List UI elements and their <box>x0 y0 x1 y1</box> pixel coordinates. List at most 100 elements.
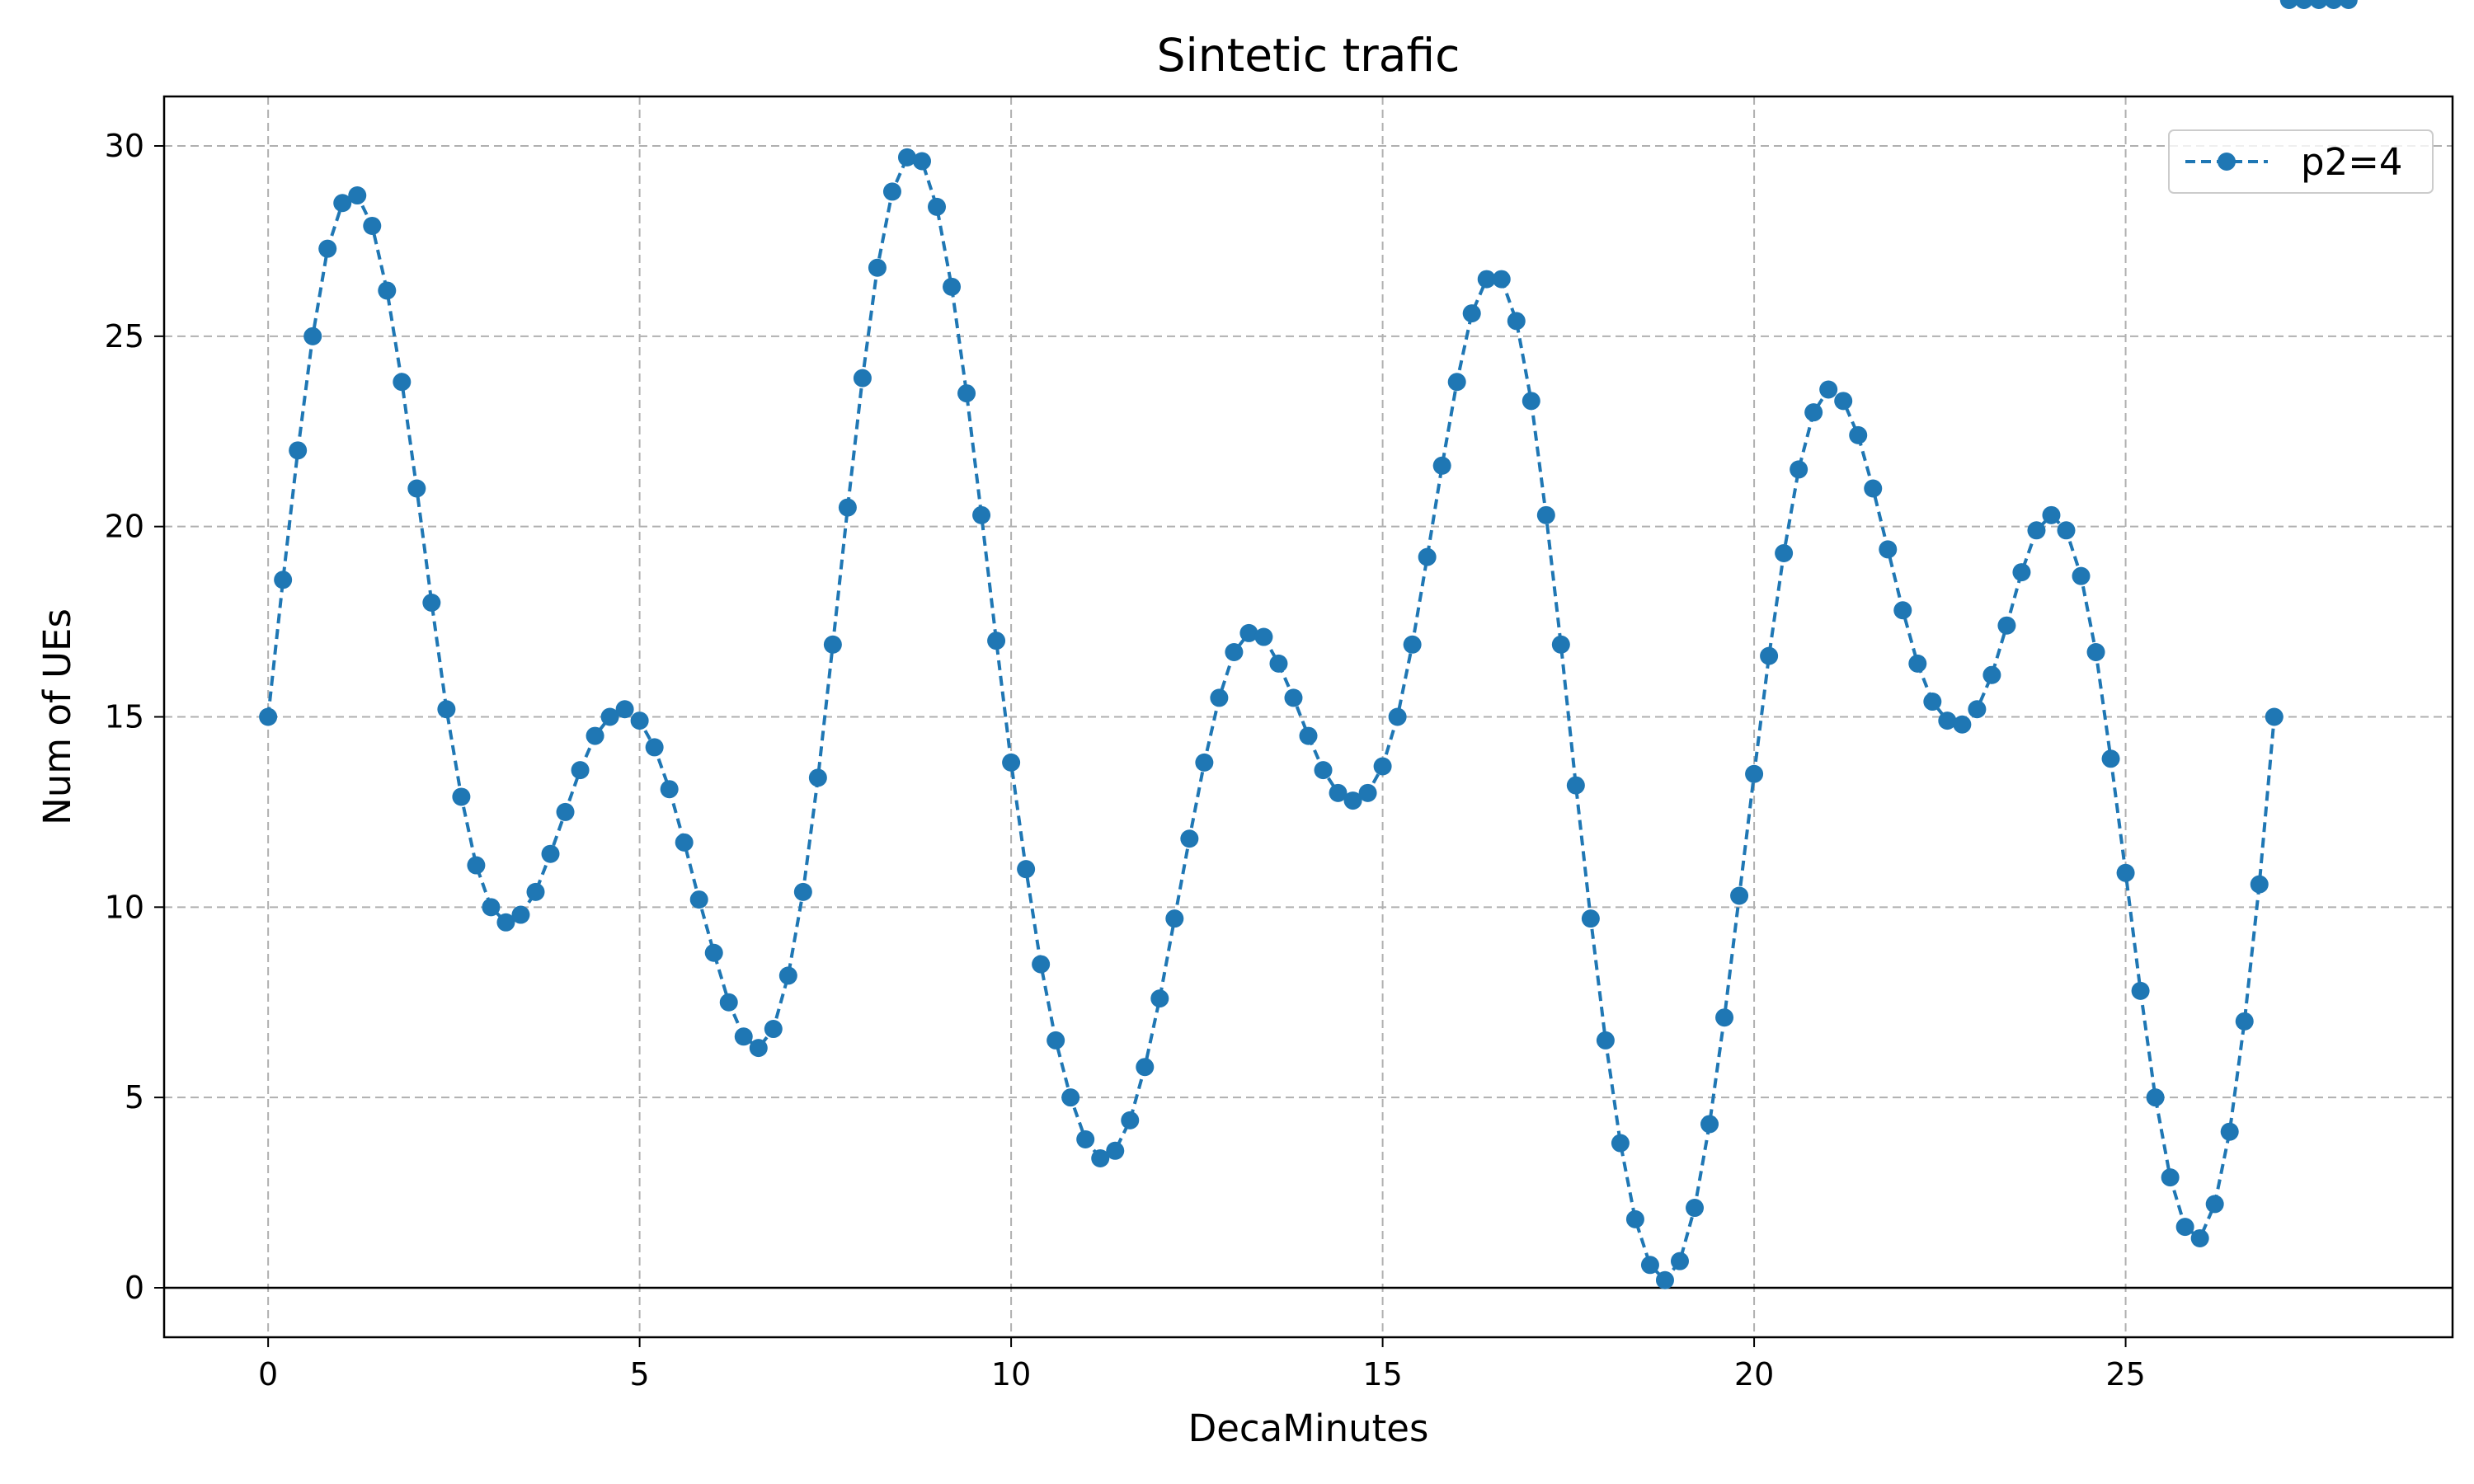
y-tick-label: 30 <box>105 128 144 164</box>
x-tick-label: 0 <box>258 1356 278 1392</box>
data-point <box>1670 1252 1689 1270</box>
data-point <box>1655 1270 1674 1289</box>
data-point <box>912 152 931 171</box>
data-point <box>1536 505 1555 524</box>
data-point <box>1388 707 1407 726</box>
data-point <box>2057 521 2076 540</box>
data-point <box>1136 1058 1155 1077</box>
data-point <box>2339 0 2358 9</box>
data-point <box>1432 456 1451 475</box>
data-point <box>1908 654 1927 673</box>
data-point <box>1611 1134 1630 1153</box>
data-point <box>1715 1008 1734 1027</box>
data-point <box>1180 829 1199 848</box>
data-point <box>1299 726 1318 745</box>
data-point <box>1997 616 2016 635</box>
legend-box <box>2168 129 2434 194</box>
data-point <box>1775 543 1794 562</box>
data-point <box>541 844 560 863</box>
data-point <box>630 711 649 730</box>
data-point <box>1239 623 1258 642</box>
data-point <box>823 635 842 654</box>
data-point <box>853 369 872 387</box>
legend-marker <box>2218 153 2236 171</box>
data-point <box>1596 1031 1615 1050</box>
data-point <box>1254 627 1273 646</box>
data-point <box>2309 0 2328 9</box>
data-point <box>1566 776 1585 795</box>
data-point <box>704 943 723 962</box>
data-point <box>838 498 857 517</box>
data-point <box>2072 566 2091 585</box>
series-layer <box>259 0 2358 1289</box>
data-point <box>1284 688 1303 707</box>
data-point <box>289 441 308 460</box>
data-point <box>2146 1088 2165 1107</box>
data-point <box>689 890 708 909</box>
data-point <box>1745 764 1764 783</box>
data-point <box>1269 654 1288 673</box>
data-point <box>274 571 293 589</box>
data-point <box>1968 700 1987 719</box>
data-point <box>928 197 947 216</box>
y-axis-label: Num of UEs <box>35 608 79 825</box>
data-point <box>1061 1088 1080 1107</box>
data-point <box>422 594 441 613</box>
data-point <box>1343 791 1362 810</box>
data-point <box>2324 0 2343 9</box>
data-point <box>2175 1218 2194 1237</box>
data-point <box>1017 860 1036 879</box>
y-tick-label: 0 <box>125 1270 144 1306</box>
data-point <box>586 726 604 745</box>
x-axis-label: DecaMinutes <box>1188 1407 1429 1450</box>
data-point <box>2116 863 2135 882</box>
data-point <box>1462 304 1481 323</box>
data-point <box>1403 635 1422 654</box>
data-point <box>943 277 962 296</box>
data-point <box>378 281 397 300</box>
data-point <box>2235 1012 2254 1031</box>
data-point <box>1923 693 1942 711</box>
data-point <box>1150 989 1169 1008</box>
data-point <box>868 258 887 277</box>
data-point <box>1849 425 1868 444</box>
data-point <box>1790 460 1808 479</box>
data-point <box>2250 875 2269 894</box>
data-point <box>511 905 530 924</box>
data-point <box>348 186 367 205</box>
data-point <box>259 707 278 726</box>
data-point <box>615 700 634 719</box>
data-point <box>972 505 991 524</box>
data-point <box>1121 1111 1140 1129</box>
data-point <box>1686 1199 1705 1218</box>
data-point <box>407 479 426 498</box>
data-point <box>882 182 901 201</box>
data-point <box>1804 403 1823 422</box>
data-point <box>2161 1168 2180 1187</box>
data-point <box>2279 0 2298 9</box>
data-point <box>1581 909 1600 928</box>
data-point <box>1418 547 1437 566</box>
y-tick-label: 5 <box>125 1079 144 1115</box>
data-point <box>1314 761 1333 780</box>
data-point <box>571 761 590 780</box>
legend: p2=4 <box>2168 129 2434 194</box>
axis-ticks: 0 5 10 15 20 25 0 5 10 15 20 25 30 <box>105 128 2146 1392</box>
data-point <box>333 194 352 213</box>
data-point <box>719 993 738 1012</box>
data-point <box>1730 886 1749 905</box>
data-point <box>1640 1256 1659 1275</box>
data-point <box>1982 665 2001 684</box>
data-point <box>1834 392 1853 411</box>
series-line <box>266 155 2276 1283</box>
x-tick-label: 15 <box>1362 1356 1402 1392</box>
data-point <box>660 780 679 799</box>
data-point <box>1522 392 1540 411</box>
data-point <box>2205 1195 2224 1214</box>
legend-label: p2=4 <box>2301 140 2403 184</box>
data-point <box>1195 753 1214 772</box>
data-point <box>1625 1209 1644 1228</box>
data-point <box>1091 1149 1110 1168</box>
data-point <box>2086 643 2105 662</box>
